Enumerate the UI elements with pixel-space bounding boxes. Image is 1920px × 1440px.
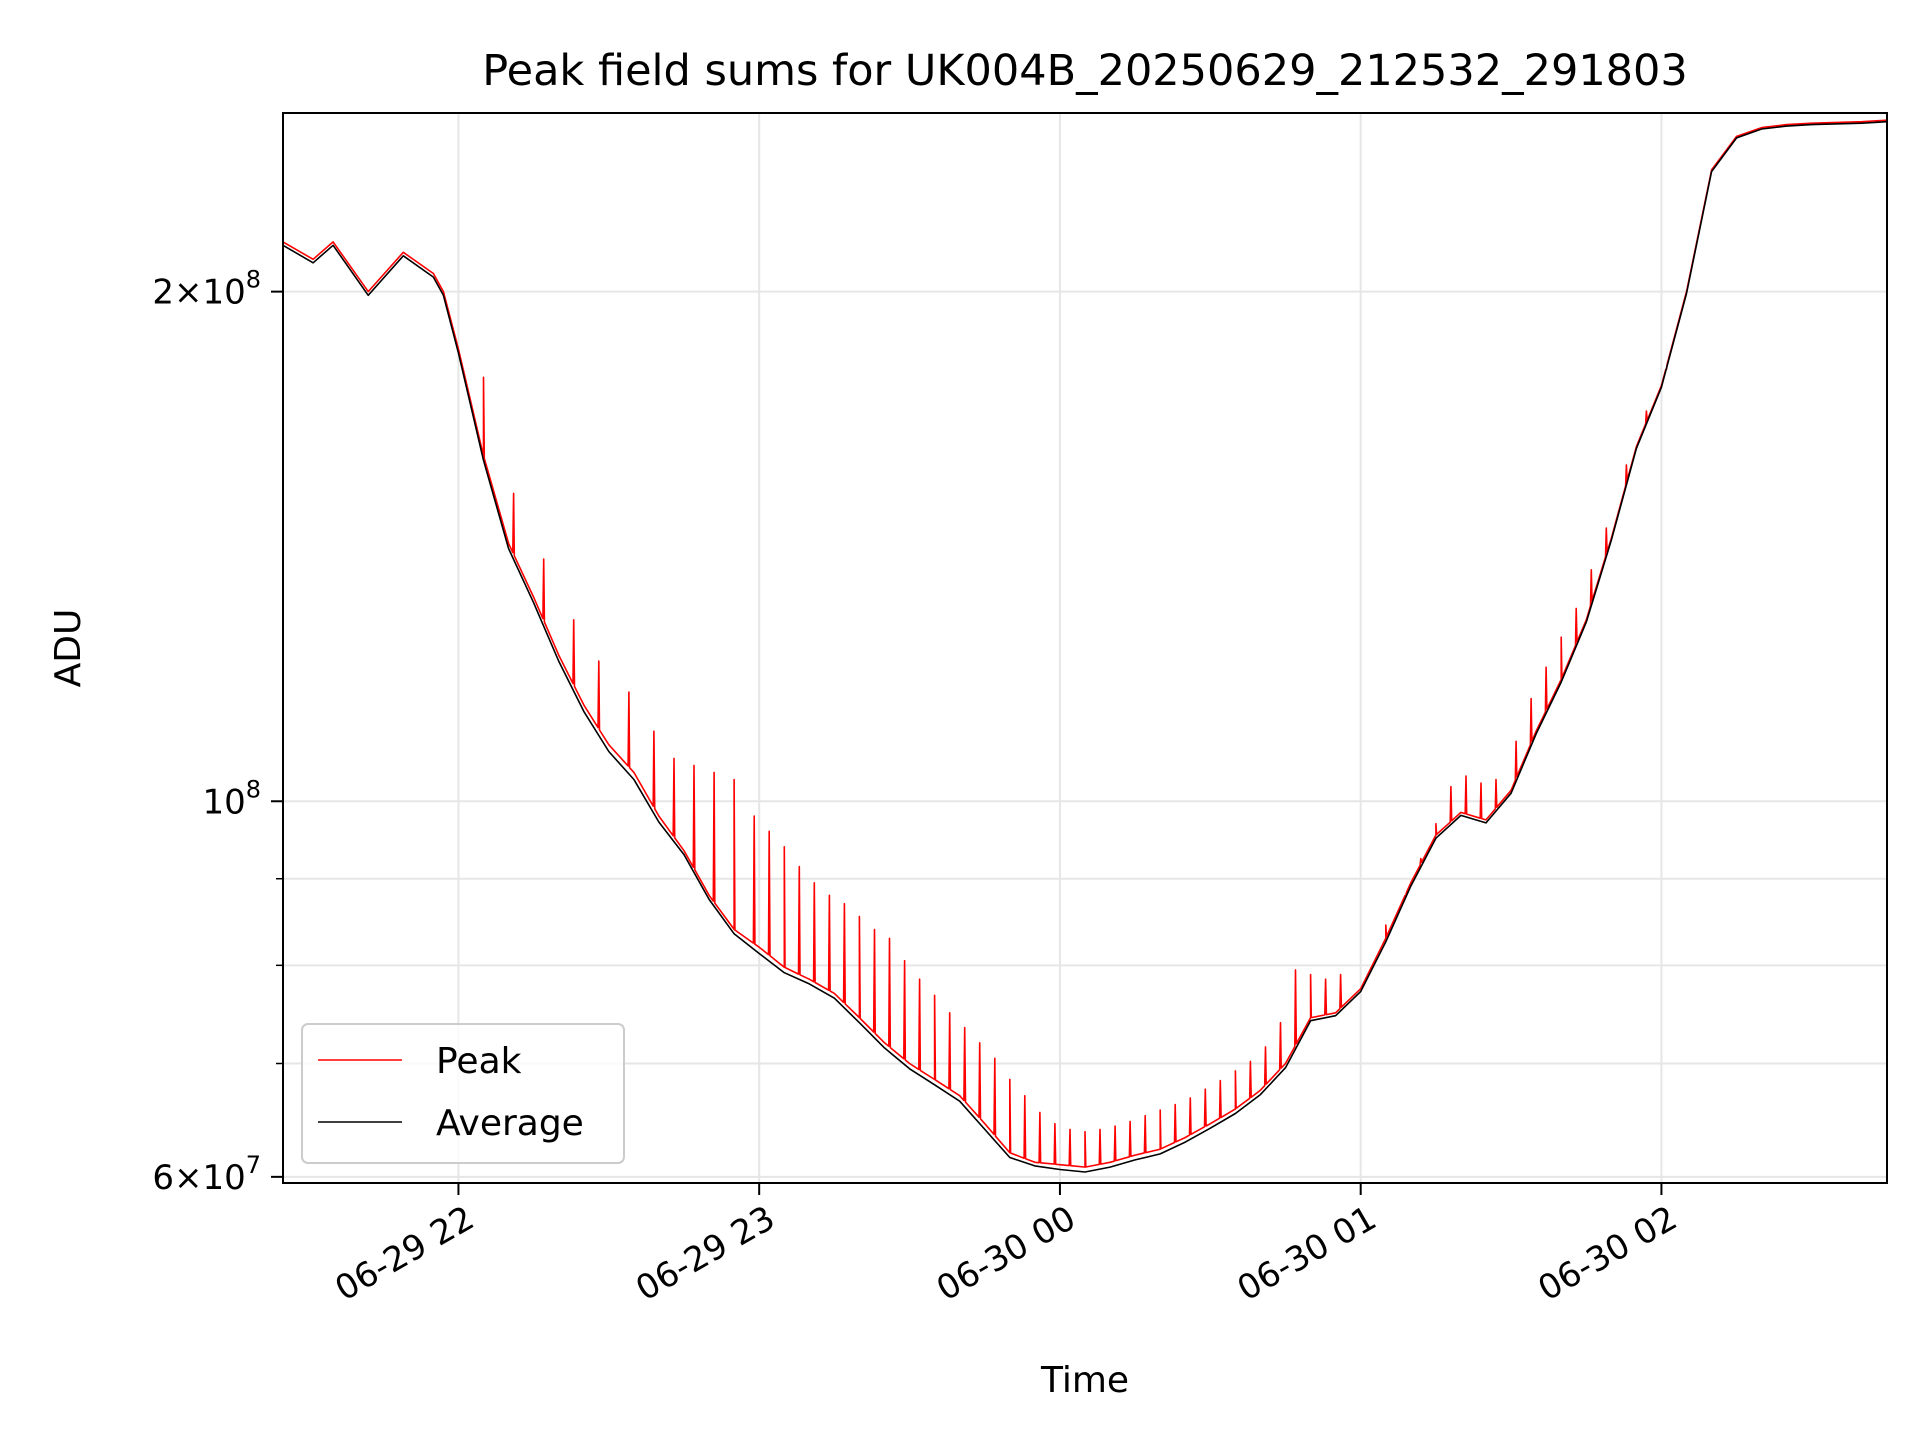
- x-tick-label: 06-30 01: [1231, 1198, 1383, 1309]
- x-axis-title: Time: [1040, 1360, 1129, 1401]
- x-tick-label: 06-29 22: [329, 1198, 481, 1309]
- y-tick-label: 108: [202, 775, 261, 822]
- series-line-average: [282, 120, 1888, 1173]
- x-tick-label: 06-30 00: [930, 1198, 1082, 1309]
- series-layer: [282, 119, 1888, 1173]
- x-tick-label: 06-30 02: [1532, 1198, 1684, 1309]
- plot-frame: [282, 112, 1888, 1184]
- legend-label-average: Average: [436, 1103, 584, 1144]
- legend: Peak Average: [301, 1023, 625, 1164]
- chart-title: Peak field sums for UK004B_20250629_2125…: [482, 46, 1688, 96]
- grid-lines: [283, 113, 1887, 1183]
- x-tick-label: 06-29 23: [629, 1198, 781, 1309]
- y-tick-label: 2×108: [152, 266, 261, 313]
- y-axis-title: ADU: [48, 609, 89, 688]
- series-line-peak: [282, 119, 1888, 1168]
- legend-box: [301, 1023, 625, 1164]
- legend-label-peak: Peak: [436, 1041, 522, 1082]
- y-tick-label: 6×107: [152, 1151, 261, 1198]
